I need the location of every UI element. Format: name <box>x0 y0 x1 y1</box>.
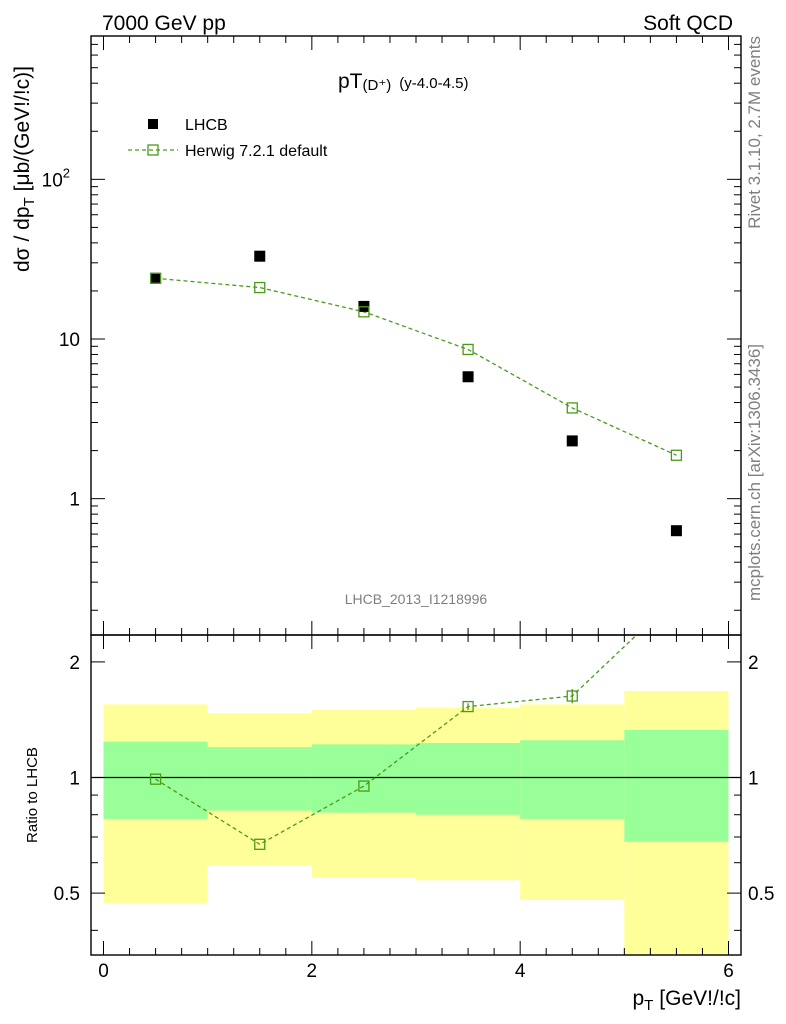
x-tick-label: 4 <box>515 961 526 982</box>
ratio-y-tick-label: 2 <box>69 653 80 674</box>
herwig-point <box>670 449 683 461</box>
ratio-y-tick-label-right: 1 <box>748 769 759 790</box>
main-y-axis-label: dσ / dpT[μb/(GeV!/!c)] <box>11 66 38 272</box>
main-panel: 1 10 102 pT(D⁺) (y-4.0-4.5) LHCB Herwig 7.2… <box>42 35 742 636</box>
lhcb-point <box>254 250 266 262</box>
ratio-green-band <box>103 741 208 819</box>
legend-lhcb-label: LHCB <box>185 117 228 134</box>
lhcb-point <box>670 525 682 537</box>
herwig-point <box>462 343 474 356</box>
ratio-green-band <box>520 740 625 819</box>
ratio-y-axis-label: Ratio to LHCB <box>24 747 41 843</box>
ratio-green-band <box>311 744 416 813</box>
main-y-tick-label: 1 <box>69 490 80 511</box>
ratio-point <box>358 780 370 792</box>
main-y-tick-label: 10 <box>59 330 80 351</box>
herwig-point <box>149 272 162 284</box>
rivet-version-text: Rivet 3.1.10, 2.7M events <box>745 36 764 229</box>
ratio-point <box>254 838 266 850</box>
legend-lhcb-marker <box>148 119 158 129</box>
lhcb-point <box>150 272 162 284</box>
legend-herwig-label: Herwig 7.2.1 default <box>185 143 328 160</box>
plot-title: pT(D⁺) (y-4.0-4.5) <box>338 70 468 94</box>
ratio-green-band <box>416 742 521 815</box>
ratio-panel: 0.5 0.5 1 1 2 2 0 2 4 6 <box>54 634 775 982</box>
ratio-y-tick-label-right: 2 <box>748 653 759 674</box>
main-y-tick-label: 102 <box>42 165 70 191</box>
ratio-green-band <box>207 747 312 811</box>
ratio-axis-ticks <box>91 635 741 955</box>
main-axis-ticks <box>91 36 741 635</box>
ratio-point <box>462 700 474 713</box>
herwig-point <box>254 281 266 294</box>
legend: LHCB Herwig 7.2.1 default <box>128 117 328 160</box>
x-axis-label: pT [GeV!/!c] <box>632 987 741 1014</box>
herwig-point <box>566 402 578 414</box>
ratio-y-tick-label: 0.5 <box>54 884 80 905</box>
analysis-watermark: LHCB_2013_I1218996 <box>345 591 488 607</box>
ratio-y-tick-label: 1 <box>69 769 80 790</box>
herwig-point <box>358 306 370 318</box>
ratio-tick-labels: 0.5 0.5 1 1 2 2 0 2 4 6 <box>54 653 775 982</box>
mcplots-reference-text: mcplots.cern.ch [arXiv:1306.3436] <box>745 344 764 601</box>
ratio-point <box>566 690 578 702</box>
header-left: 7000 GeV pp <box>102 12 226 35</box>
legend-herwig-marker <box>147 144 159 156</box>
lhcb-point <box>462 371 474 383</box>
main-data-marks <box>149 250 683 537</box>
x-tick-label: 6 <box>723 961 734 982</box>
ratio-point <box>149 773 162 785</box>
ratio-data-marks <box>149 634 637 850</box>
ratio-green-band <box>624 729 729 842</box>
lhcb-point <box>566 435 578 447</box>
x-tick-label: 0 <box>98 961 109 982</box>
x-tick-label: 2 <box>307 961 318 982</box>
main-y-tick-labels: 1 10 102 <box>42 165 80 510</box>
ratio-uncertainty-bands <box>103 690 729 955</box>
ratio-line <box>155 634 637 846</box>
ratio-y-tick-label-right: 0.5 <box>748 884 774 905</box>
herwig-line <box>155 277 677 456</box>
header-right: Soft QCD <box>643 12 733 35</box>
